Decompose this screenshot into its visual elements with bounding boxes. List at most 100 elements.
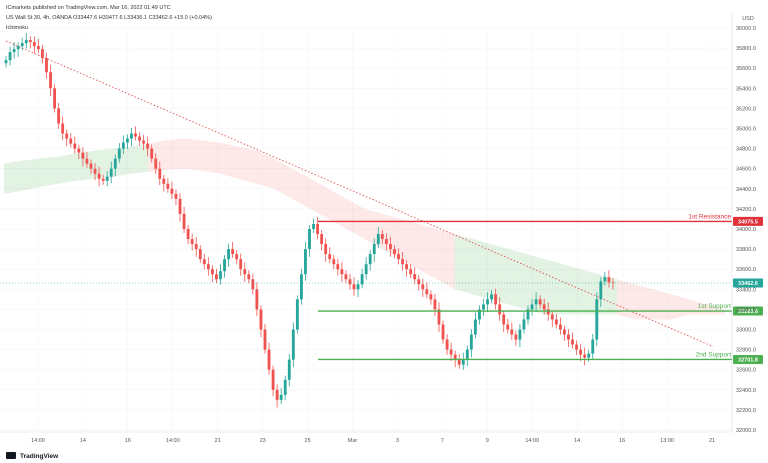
candle bbox=[494, 288, 498, 310]
candle bbox=[53, 84, 56, 113]
level-badge bbox=[733, 354, 763, 364]
candle bbox=[376, 226, 380, 249]
y-tick-label: 34200.0 bbox=[736, 207, 756, 213]
price-axis[interactable]: 36000.0 35800.0 35600.0 35400.0 35200.0 35000… bbox=[736, 26, 756, 434]
candle-body bbox=[336, 264, 340, 270]
descending-trendline[interactable] bbox=[5, 40, 714, 347]
candle-body bbox=[279, 394, 283, 400]
candle bbox=[328, 247, 332, 264]
candle bbox=[433, 293, 437, 316]
candle bbox=[182, 206, 186, 234]
cloud-segment bbox=[238, 146, 257, 184]
candle-body bbox=[546, 309, 550, 315]
candle bbox=[146, 136, 150, 157]
cloud-segment bbox=[544, 259, 563, 315]
candle-body bbox=[12, 49, 16, 53]
candle bbox=[158, 161, 162, 186]
candle bbox=[575, 340, 578, 355]
level-2nd-support[interactable]: 2nd Support 32701.8 bbox=[318, 351, 763, 364]
candle bbox=[231, 242, 235, 259]
candle-body bbox=[530, 304, 534, 310]
ichimoku-cloud bbox=[4, 138, 725, 320]
candle-body bbox=[69, 138, 73, 144]
candle bbox=[417, 275, 421, 291]
candle bbox=[425, 282, 429, 299]
indicator-label: Ichimoku bbox=[6, 25, 28, 31]
candle-body bbox=[607, 277, 611, 283]
candle-body bbox=[255, 289, 259, 310]
level-badge-text: 33183.6 bbox=[738, 309, 758, 315]
candle bbox=[186, 224, 190, 245]
candle-body bbox=[174, 193, 178, 199]
candle bbox=[457, 354, 461, 369]
y-tick-label: 35400.0 bbox=[736, 86, 756, 92]
candle-body bbox=[421, 284, 425, 290]
candle bbox=[263, 323, 267, 354]
candle bbox=[356, 280, 360, 297]
symbol-line: US Wall St 30, 4h, OANDA O33447.6 H33477… bbox=[6, 15, 212, 21]
candle-body bbox=[312, 223, 315, 229]
candle bbox=[595, 292, 599, 346]
candle bbox=[461, 352, 465, 370]
candle-body bbox=[579, 349, 583, 355]
candle bbox=[478, 305, 481, 325]
y-tick-label: 32200.0 bbox=[736, 408, 756, 414]
tradingview-logo-icon bbox=[6, 452, 16, 459]
time-axis[interactable]: 14:00 14 16 14:00 21 23 25 Mar 3 7 9 14:00 14 16 13:00… bbox=[31, 438, 715, 444]
candle bbox=[283, 375, 287, 401]
candle-body bbox=[49, 72, 52, 89]
candle-body bbox=[595, 299, 599, 340]
x-tick-label: 21 bbox=[709, 438, 715, 444]
candle-body bbox=[53, 88, 56, 109]
candle-body bbox=[473, 319, 477, 335]
candle-body bbox=[198, 249, 202, 260]
candle bbox=[563, 325, 566, 341]
cloud-segment bbox=[166, 138, 185, 170]
candle-body bbox=[235, 254, 239, 260]
candle-body bbox=[494, 294, 498, 305]
y-tick-label: 33800.0 bbox=[736, 247, 756, 253]
cloud-segment bbox=[202, 140, 221, 174]
y-tick-label: 32600.0 bbox=[736, 368, 756, 374]
cloud-segment bbox=[346, 198, 365, 240]
candle bbox=[24, 33, 28, 49]
candle bbox=[89, 159, 93, 174]
candle-body bbox=[542, 304, 546, 310]
candle bbox=[134, 126, 137, 141]
grid bbox=[0, 27, 732, 432]
candle-body bbox=[320, 234, 324, 245]
y-tick-label: 34000.0 bbox=[736, 227, 756, 233]
candle bbox=[206, 257, 210, 276]
candle-body bbox=[522, 319, 526, 330]
candle-body bbox=[190, 239, 194, 245]
candle-body bbox=[352, 284, 356, 290]
candle bbox=[607, 270, 611, 288]
candle-body bbox=[558, 324, 562, 330]
candle bbox=[259, 305, 263, 338]
candle-body bbox=[125, 138, 129, 143]
candle bbox=[332, 255, 336, 270]
cloud-segment bbox=[616, 279, 635, 320]
y-tick-label: 33600.0 bbox=[736, 267, 756, 273]
level-badge-text: 34075.5 bbox=[738, 219, 758, 225]
candle-body bbox=[482, 304, 485, 310]
candle bbox=[409, 263, 413, 279]
candle bbox=[117, 143, 121, 163]
candle-body bbox=[583, 354, 587, 358]
x-tick-label: 14:00 bbox=[166, 438, 180, 444]
candle bbox=[198, 245, 202, 264]
candle-body bbox=[121, 142, 125, 149]
candle-body bbox=[393, 249, 396, 255]
x-tick-label: 14:00 bbox=[31, 438, 45, 444]
candles bbox=[4, 33, 615, 408]
candle bbox=[518, 323, 522, 348]
candle bbox=[41, 45, 44, 64]
cloud-segment bbox=[418, 223, 437, 280]
candle-body bbox=[413, 274, 417, 280]
candle-body bbox=[206, 264, 210, 270]
level-1st-resistance[interactable]: 1st Resistance 34075.5 bbox=[318, 213, 763, 226]
currency-label: USD bbox=[742, 16, 754, 22]
candle-body bbox=[526, 309, 530, 320]
level-1st-support[interactable]: 1st Support 33183.6 bbox=[318, 303, 763, 316]
